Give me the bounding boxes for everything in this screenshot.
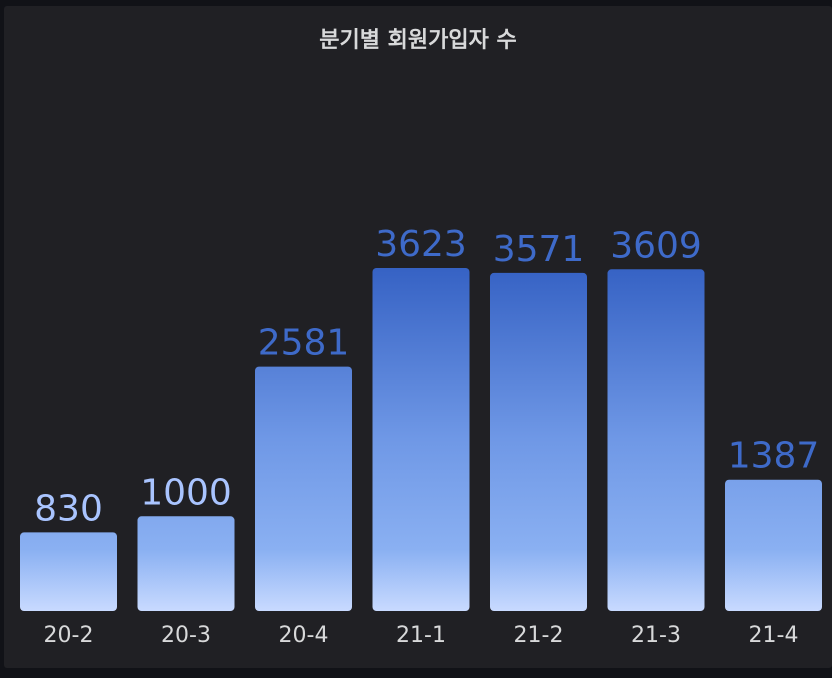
bars-group — [20, 268, 822, 611]
value-label-20-4: 2581 — [258, 323, 350, 364]
value-label-20-2: 830 — [34, 488, 103, 529]
bar-21-4[interactable] — [725, 479, 822, 611]
value-labels-group: 830 1000 2581 3623 3571 3609 1387 — [34, 224, 819, 529]
x-tick-label-21-3: 21-3 — [631, 623, 681, 648]
panel-title: 분기별 회원가입자 수 — [319, 28, 517, 53]
bar-21-2[interactable] — [490, 272, 587, 611]
bar-20-3[interactable] — [137, 516, 235, 611]
x-tick-label-21-4: 21-4 — [749, 623, 799, 648]
x-tick-label-21-1: 21-1 — [396, 623, 446, 648]
bar-21-1[interactable] — [372, 268, 470, 611]
x-tick-label-21-2: 21-2 — [514, 623, 564, 648]
bar-20-2[interactable] — [20, 532, 117, 611]
value-label-21-4: 1387 — [728, 436, 820, 477]
x-tick-label-20-2: 20-2 — [44, 623, 94, 648]
value-label-21-1: 3623 — [375, 224, 467, 265]
bar-21-3[interactable] — [607, 269, 705, 611]
x-tick-label-20-3: 20-3 — [161, 623, 211, 648]
value-label-21-2: 3571 — [493, 229, 585, 270]
x-tick-label-20-4: 20-4 — [279, 623, 329, 648]
bar-20-4[interactable] — [255, 366, 352, 611]
value-label-21-3: 3609 — [610, 225, 702, 266]
x-axis-labels: 20-2 20-3 20-4 21-1 21-2 21-3 21-4 — [44, 623, 799, 648]
value-label-20-3: 1000 — [140, 472, 232, 513]
